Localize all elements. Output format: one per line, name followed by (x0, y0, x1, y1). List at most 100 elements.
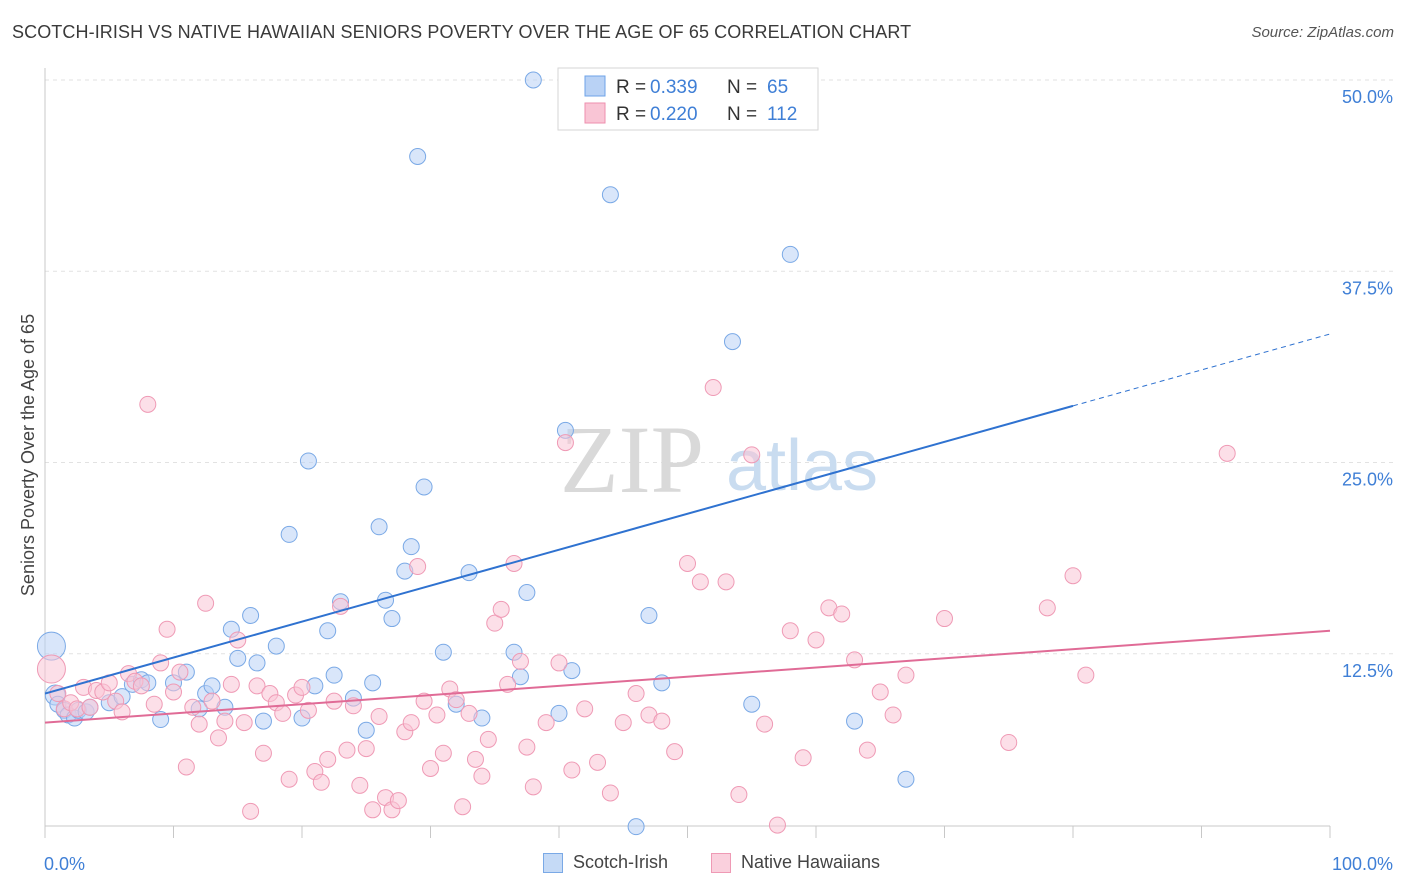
point-scotch-irish-31 (319, 622, 337, 640)
point-native-hawaiians-49 (357, 740, 375, 758)
point-scotch-irish-50 (518, 584, 536, 602)
point-native-hawaiians-32 (248, 677, 266, 695)
point-native-hawaiians-42 (312, 773, 330, 791)
point-native-hawaiians-83 (614, 714, 632, 732)
point-native-hawaiians-66 (466, 750, 484, 768)
trend-line-scotch-irish (44, 404, 1074, 695)
point-native-hawaiians-20 (171, 663, 189, 681)
legend-r-value-scotch-irish: 0.339 (650, 77, 698, 98)
point-native-hawaiians-50 (364, 801, 382, 819)
point-native-hawaiians-61 (434, 744, 452, 762)
point-scotch-irish-41 (402, 538, 420, 556)
point-native-hawaiians-100 (833, 605, 851, 623)
legend-r-label-scotch-irish: R = (616, 77, 646, 98)
point-native-hawaiians-74 (518, 738, 536, 756)
point-scotch-irish-60 (743, 695, 761, 713)
legend-item-native-hawaiians: Native Hawaiians (711, 852, 880, 873)
point-native-hawaiians-78 (556, 434, 574, 452)
point-native-hawaiians-79 (563, 761, 581, 779)
point-native-hawaiians-91 (717, 573, 735, 591)
point-native-hawaiians-109 (1064, 567, 1082, 585)
point-scotch-irish-36 (364, 674, 382, 692)
point-native-hawaiians-108 (1038, 599, 1056, 617)
point-native-hawaiians-56 (402, 714, 420, 732)
point-native-hawaiians-54 (389, 792, 407, 810)
point-native-hawaiians-88 (679, 554, 696, 572)
point-native-hawaiians-60 (428, 706, 446, 724)
point-native-hawaiians-73 (511, 652, 529, 670)
point-native-hawaiians-86 (653, 712, 671, 730)
point-native-hawaiians-51 (370, 707, 388, 725)
point-scotch-irish-62 (846, 712, 864, 730)
watermark-atlas: atlas (726, 426, 878, 506)
point-native-hawaiians-67 (473, 767, 491, 785)
point-native-hawaiians-19 (165, 683, 182, 701)
point-scotch-irish-22 (229, 649, 247, 667)
y-tick-label-3: 50.0% (1342, 87, 1393, 107)
point-native-hawaiians-104 (884, 706, 902, 724)
point-native-hawaiians-28 (222, 675, 240, 693)
point-native-hawaiians-82 (601, 784, 619, 802)
point-native-hawaiians-36 (274, 704, 292, 722)
point-native-hawaiians-16 (145, 695, 163, 713)
point-native-hawaiians-87 (666, 743, 684, 761)
point-native-hawaiians-64 (454, 798, 472, 816)
point-native-hawaiians-92 (730, 786, 748, 804)
legend-swatch-scotch-irish (543, 852, 563, 873)
point-scotch-irish-25 (254, 712, 272, 730)
y-axis-label: Seniors Poverty Over the Age of 65 (18, 314, 38, 596)
point-native-hawaiians-68 (479, 730, 497, 748)
point-native-hawaiians-107 (1000, 733, 1018, 751)
point-scotch-irish-26 (267, 637, 285, 655)
point-scotch-irish-29 (299, 452, 317, 470)
point-native-hawaiians-97 (794, 749, 812, 767)
point-native-hawaiians-57 (409, 558, 427, 576)
point-native-hawaiians-98 (807, 631, 825, 649)
point-native-hawaiians-65 (460, 704, 478, 722)
point-native-hawaiians-46 (338, 741, 356, 759)
point-native-hawaiians-39 (293, 678, 311, 696)
point-scotch-irish-56 (627, 818, 645, 836)
legend-swatch-native-hawaiians (711, 852, 731, 873)
point-scotch-irish-23 (242, 607, 260, 624)
y-tick-label-0: 12.5% (1342, 661, 1393, 681)
legend-label-scotch-irish: Scotch-Irish (573, 852, 669, 872)
point-native-hawaiians-110 (1077, 666, 1095, 684)
point-native-hawaiians-24 (197, 594, 215, 612)
x-tick-labels: 0.0% 100.0% (44, 854, 1393, 874)
source-label: Source: ZipAtlas.com (1251, 24, 1394, 41)
chart-title: SCOTCH-IRISH VS NATIVE HAWAIIAN SENIORS … (12, 22, 912, 42)
point-scotch-irish-57 (640, 607, 658, 624)
legend-r-value-native-hawaiians: 0.220 (650, 104, 698, 125)
point-native-hawaiians-14 (132, 677, 150, 695)
point-native-hawaiians-33 (254, 744, 272, 762)
point-native-hawaiians-6 (81, 698, 99, 716)
legend-swatch-native-hawaiians (584, 102, 606, 124)
point-scotch-irish-61 (781, 245, 799, 263)
point-native-hawaiians-93 (743, 446, 761, 464)
point-scotch-irish-44 (434, 643, 452, 661)
point-native-hawaiians-30 (235, 714, 253, 732)
y-tick-label-1: 25.0% (1342, 470, 1393, 490)
point-native-hawaiians-63 (447, 691, 465, 709)
point-scotch-irish-63 (897, 770, 915, 788)
point-scotch-irish-51 (524, 71, 542, 89)
y-tick-labels: 12.5% 25.0% 37.5% 50.0% (1342, 87, 1393, 681)
point-scotch-irish-37 (370, 518, 388, 536)
point-scotch-irish-42 (409, 148, 427, 165)
point-native-hawaiians-72 (505, 554, 523, 572)
point-native-hawaiians-40 (299, 701, 317, 719)
point-native-hawaiians-48 (351, 776, 369, 794)
point-scotch-irish-27 (280, 525, 298, 543)
point-native-hawaiians-76 (537, 714, 555, 732)
point-native-hawaiians-75 (524, 778, 542, 796)
point-native-hawaiians-37 (280, 770, 298, 788)
point-native-hawaiians-23 (190, 715, 208, 733)
legend-item-scotch-irish: Scotch-Irish (543, 852, 668, 873)
legend-top: R = 0.339 N = 65 R = 0.220 N = 112 (557, 67, 819, 131)
legend-bottom: Scotch-Irish Native Hawaiians (0, 852, 1406, 876)
point-native-hawaiians-58 (415, 692, 433, 710)
point-native-hawaiians-90 (704, 379, 722, 397)
point-native-hawaiians-95 (768, 816, 786, 834)
